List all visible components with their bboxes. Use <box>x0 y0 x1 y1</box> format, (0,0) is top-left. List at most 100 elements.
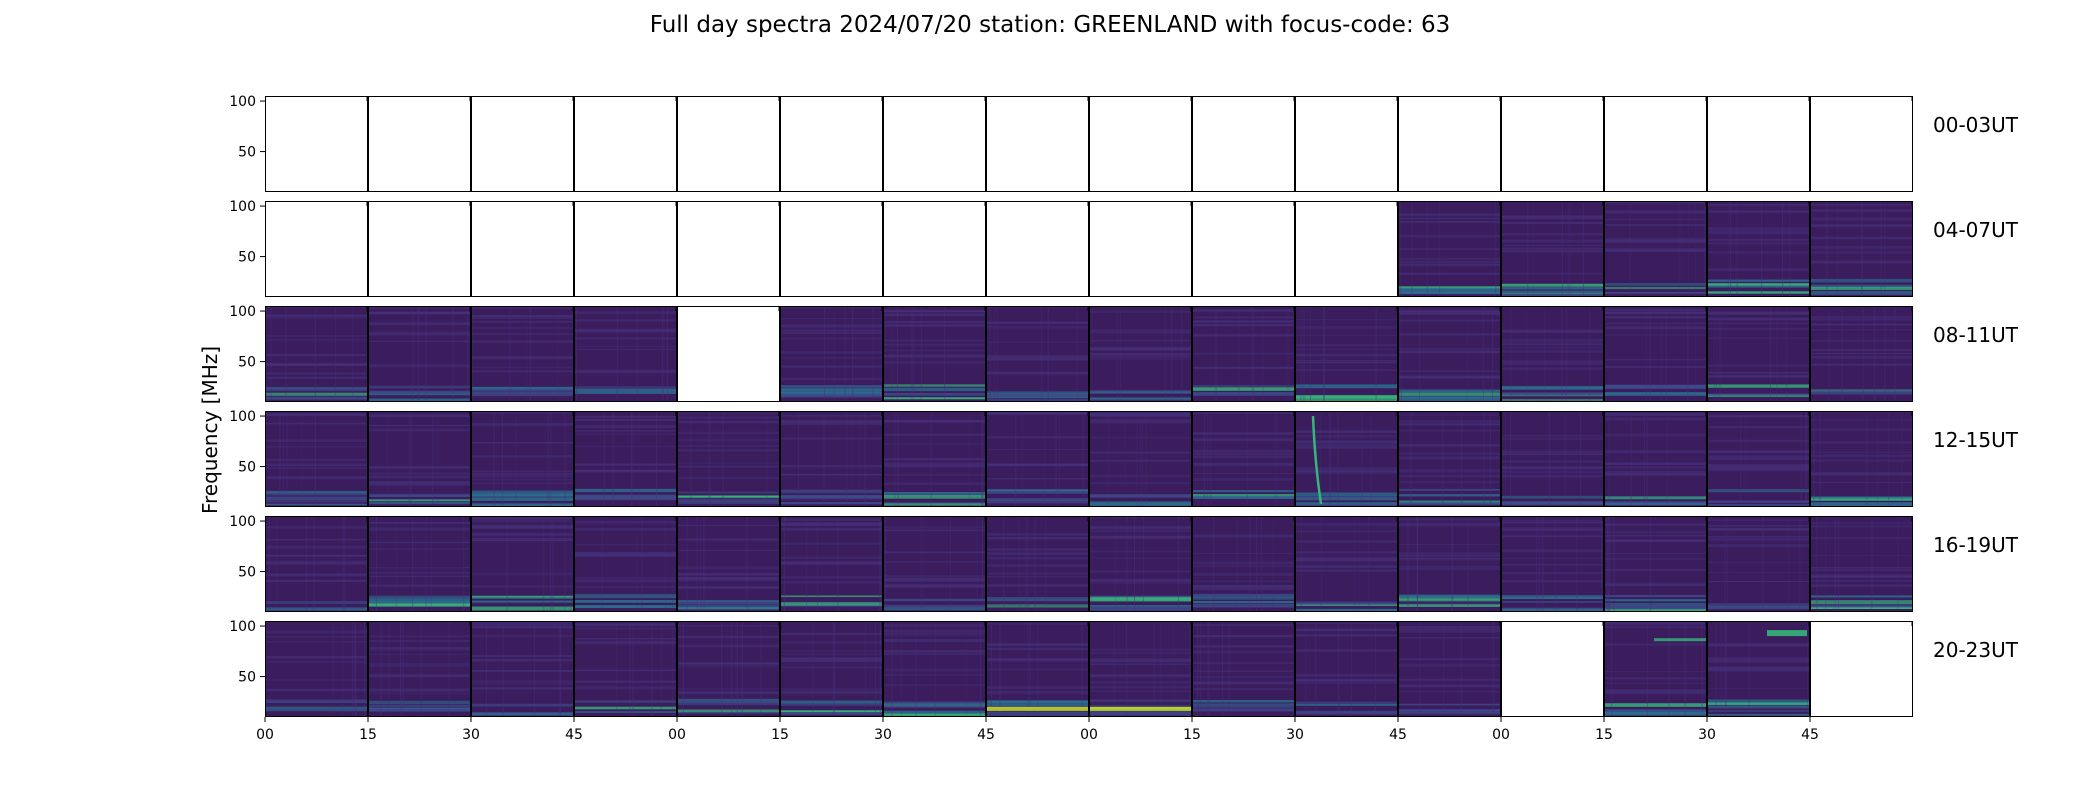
spectrogram-background <box>986 516 1089 612</box>
spectrogram-panel <box>986 306 1089 402</box>
empty-background <box>883 96 986 192</box>
empty-background <box>986 201 1089 297</box>
empty-background <box>1501 96 1604 192</box>
spectrogram-background <box>1089 411 1192 507</box>
panel-frame <box>677 621 780 717</box>
y-tick-label: 100 <box>229 304 256 320</box>
panel-frame <box>1192 201 1295 297</box>
panel-frame <box>1604 201 1707 297</box>
spectra-row: 50 100 04-07UT <box>229 199 2019 297</box>
spectrogram-panel <box>1604 411 1707 507</box>
spectra-row: 50 100 20-23UT <box>229 619 2019 717</box>
x-tick-label: 45 <box>977 727 995 743</box>
spectrogram-background <box>1398 621 1501 717</box>
panel-frame <box>1707 201 1810 297</box>
spectrogram-background <box>1501 411 1604 507</box>
panel-frame <box>1810 516 1913 612</box>
empty-background <box>471 201 574 297</box>
empty-panel <box>1089 96 1192 192</box>
row-label: 08-11UT <box>1933 323 2019 347</box>
x-tick-label: 45 <box>565 727 583 743</box>
empty-background <box>368 201 471 297</box>
spectrogram-panel <box>1295 306 1398 402</box>
panel-frame <box>677 516 780 612</box>
x-tick-label: 00 <box>1080 727 1098 743</box>
panel-frame <box>471 516 574 612</box>
spectrogram-panel <box>574 411 677 507</box>
spectrogram-panel <box>471 516 574 612</box>
empty-panel <box>471 96 574 192</box>
spectrogram-panel <box>1707 516 1810 612</box>
row-label: 04-07UT <box>1933 218 2019 242</box>
empty-background <box>780 201 883 297</box>
empty-panel <box>883 96 986 192</box>
spectra-row: 50 100 00-03UT <box>229 94 2019 192</box>
spectrogram-panel <box>471 306 574 402</box>
empty-panel <box>1192 96 1295 192</box>
panel-frame <box>1501 306 1604 402</box>
panel-frame <box>1604 96 1707 192</box>
empty-background <box>471 96 574 192</box>
spectrogram-panel <box>1707 411 1810 507</box>
panel-frame <box>368 411 471 507</box>
spectrogram-background <box>986 306 1089 402</box>
x-tick-label: 30 <box>462 727 480 743</box>
row-label: 12-15UT <box>1933 428 2019 452</box>
row-label: 00-03UT <box>1933 113 2019 137</box>
empty-background <box>677 96 780 192</box>
panel-frame <box>883 201 986 297</box>
panel-frame <box>1089 306 1192 402</box>
empty-background <box>1501 621 1604 717</box>
empty-panel <box>368 201 471 297</box>
x-tick-label: 15 <box>1183 727 1201 743</box>
x-tick-label: 15 <box>1595 727 1613 743</box>
panel-frame <box>986 411 1089 507</box>
spectrogram-panel <box>1501 516 1604 612</box>
spectrogram-background <box>677 516 780 612</box>
spectrogram-panel <box>1810 411 1913 507</box>
spectrogram-panel <box>883 516 986 612</box>
empty-panel <box>1192 201 1295 297</box>
panel-frame <box>1192 411 1295 507</box>
spectrogram-panel <box>1192 411 1295 507</box>
spectrogram-background <box>1604 411 1707 507</box>
spectrogram-panel <box>1501 411 1604 507</box>
panel-frame <box>1398 201 1501 297</box>
panel-frame <box>883 621 986 717</box>
spectrogram-panel <box>1707 201 1810 297</box>
radio-burst-mark <box>1311 416 1323 505</box>
y-tick-label: 50 <box>238 145 256 161</box>
panel-frame <box>1398 96 1501 192</box>
spectrogram-panel <box>677 516 780 612</box>
spectrogram-background <box>368 411 471 507</box>
spectrogram-background <box>1810 411 1913 507</box>
panel-frame <box>265 201 368 297</box>
spectrogram-panel <box>1604 621 1707 717</box>
spectrogram-panel <box>265 621 368 717</box>
spectrogram-background <box>883 621 986 717</box>
spectrogram-panel <box>1604 306 1707 402</box>
empty-panel <box>780 96 883 192</box>
spectrogram-panel <box>1398 516 1501 612</box>
x-tick-label: 30 <box>874 727 892 743</box>
y-tick-label: 100 <box>229 619 256 635</box>
spectrogram-panel <box>986 621 1089 717</box>
x-tick-label: 15 <box>771 727 789 743</box>
empty-panel <box>265 201 368 297</box>
spectrogram-background <box>1295 516 1398 612</box>
empty-background <box>1192 201 1295 297</box>
spectrogram-background <box>677 411 780 507</box>
spectrogram-background <box>1295 621 1398 717</box>
empty-background <box>1707 96 1810 192</box>
panel-frame <box>574 516 677 612</box>
spectrogram-background <box>1089 621 1192 717</box>
spectra-row: 50 100 16-19UT <box>229 514 2019 612</box>
spectrogram-panel <box>265 306 368 402</box>
panel-frame <box>1501 621 1604 717</box>
panel-frame <box>883 516 986 612</box>
empty-panel <box>368 96 471 192</box>
panel-frame <box>574 306 677 402</box>
panel-frame <box>1707 516 1810 612</box>
spectrogram-panel <box>1810 516 1913 612</box>
empty-background <box>1810 621 1913 717</box>
